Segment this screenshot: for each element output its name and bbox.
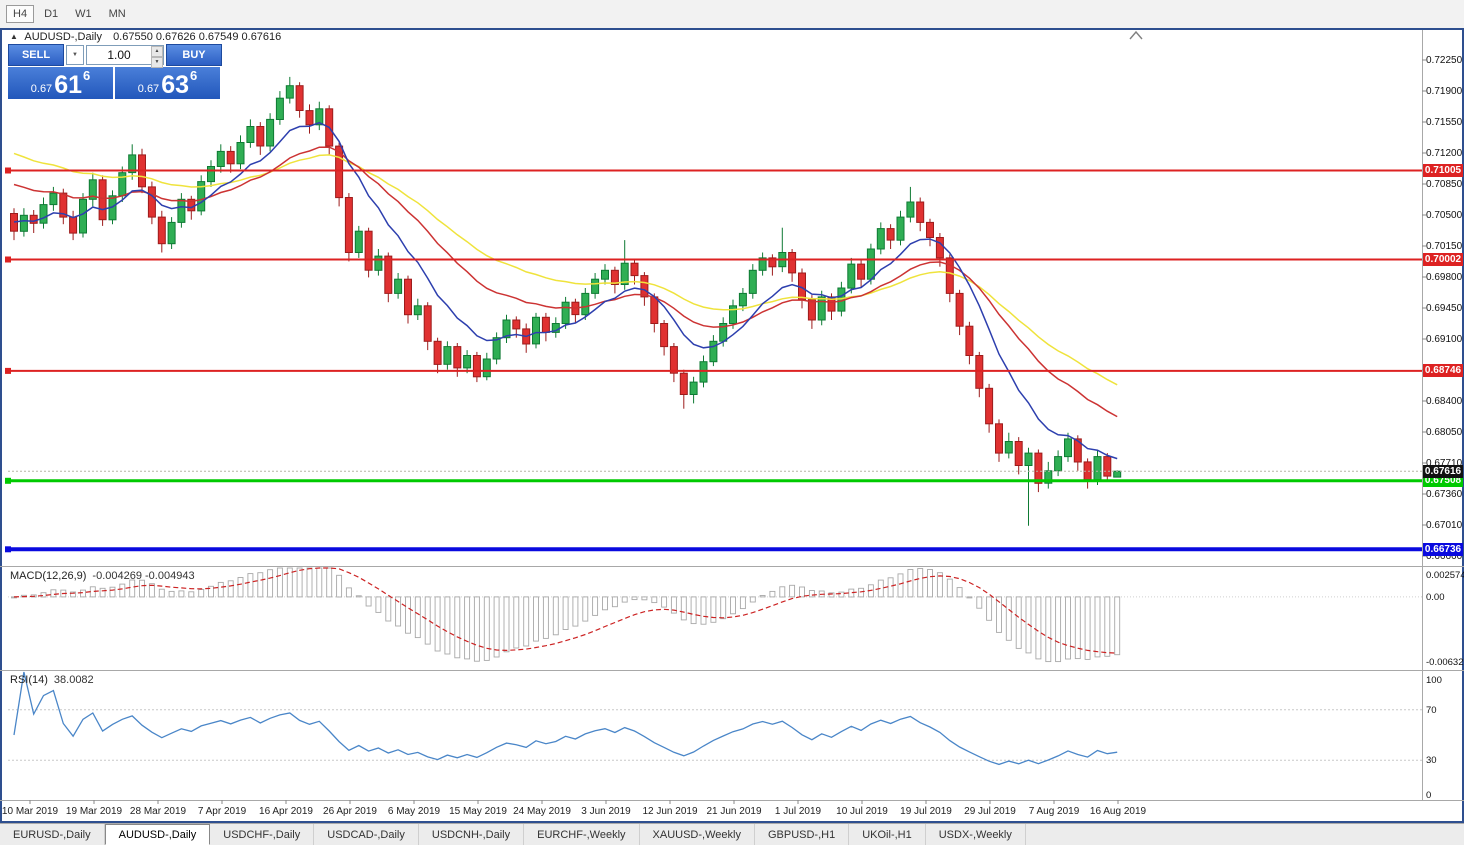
chevron-down-icon: ▼ [72, 52, 78, 58]
volume-decrease-button[interactable]: ▼ [151, 57, 163, 68]
price-axis-label: 0.68400 [1426, 396, 1463, 407]
chart-tab-xauusd[interactable]: XAUUSD-,Weekly [639, 824, 755, 845]
chart-tab-ukoil[interactable]: UKOil-,H1 [849, 824, 926, 845]
one-click-panel-toggle-icon[interactable]: ▲ [10, 32, 18, 41]
date-axis-label: 28 Mar 2019 [129, 806, 187, 817]
chart-tab-usdcnh[interactable]: USDCNH-,Daily [418, 824, 525, 845]
date-axis-label: 7 Apr 2019 [197, 806, 247, 817]
rsi-value: 38.0082 [53, 674, 94, 686]
price-axis-label: 0.67010 [1426, 520, 1463, 531]
volume-field-wrap: ▲ ▼ [86, 45, 164, 68]
date-axis-label: 3 Jun 2019 [581, 806, 631, 817]
indicator-axis-label: -0.0063260 [1426, 657, 1464, 668]
buy-price-big-digits: 63 [161, 71, 189, 99]
chart-tab-usdchf[interactable]: USDCHF-,Daily [210, 824, 315, 845]
price-axis-label: 0.71200 [1426, 148, 1463, 159]
date-axis-label: 19 Jul 2019 [900, 806, 952, 817]
macd-name: MACD(12,26,9) [10, 570, 87, 582]
sell-price-pip-digit: 6 [83, 68, 91, 83]
timeframe-w1-button[interactable]: W1 [68, 5, 99, 23]
date-axis-label: 24 May 2019 [513, 806, 571, 817]
chart-window[interactable] [0, 28, 1464, 823]
price-badge: 0.71005 [1423, 163, 1463, 177]
date-axis-label: 1 Jul 2019 [774, 806, 822, 817]
date-axis-label: 16 Aug 2019 [1089, 806, 1147, 817]
price-axis-label: 0.67360 [1426, 489, 1463, 500]
date-axis-label: 16 Apr 2019 [259, 806, 313, 817]
chart-tab-bar: EURUSD-,Daily AUDUSD-,Daily USDCHF-,Daily U… [0, 823, 1464, 845]
chart-tab-usdcad[interactable]: USDCAD-,Daily [314, 824, 419, 845]
date-axis-label: 12 Jun 2019 [642, 806, 698, 817]
trade-panel-prices: 0.67 61 6 0.67 63 6 [8, 67, 222, 99]
rsi-name: RSI(14) [10, 674, 48, 686]
buy-button[interactable]: BUY [166, 44, 222, 66]
indicator-axis-label: 100 [1426, 675, 1442, 686]
chart-tab-usdx[interactable]: USDX-,Weekly [925, 824, 1026, 845]
price-axis-label: 0.72250 [1426, 55, 1463, 66]
indicator-axis-label: 30 [1426, 755, 1437, 767]
price-badge: 0.67616 [1423, 464, 1463, 478]
chart-symbol-label: AUDUSD-,Daily [24, 31, 102, 43]
price-axis-label: 0.70500 [1426, 210, 1463, 221]
indicator-axis-label: 70 [1426, 704, 1437, 716]
timeframe-d1-button[interactable]: D1 [37, 5, 65, 23]
macd-values: -0.004269 -0.004943 [92, 570, 195, 582]
buy-price-prefix: 0.67 [137, 83, 160, 95]
volume-spinner: ▲ ▼ [151, 46, 163, 68]
chart-ohlc-label: 0.67550 0.67626 0.67549 0.67616 [113, 31, 282, 43]
indicator-axis-label: 0 [1426, 790, 1432, 801]
date-axis-label: 26 Apr 2019 [323, 806, 377, 817]
chart-title: ▲ AUDUSD-,Daily 0.67550 0.67626 0.67549 … [10, 31, 281, 43]
chart-tab-audusd[interactable]: AUDUSD-,Daily [104, 824, 211, 845]
price-axis-label: 0.70850 [1426, 179, 1463, 190]
price-axis-label: 0.71550 [1426, 117, 1463, 128]
trade-panel-controls: SELL ▼ ▲ ▼ BUY [8, 44, 222, 68]
date-axis-label: 19 Mar 2019 [65, 806, 123, 817]
date-axis-label: 10 Jul 2019 [836, 806, 888, 817]
sell-price-big-digits: 61 [54, 71, 82, 99]
volume-dropdown[interactable]: ▼ [66, 45, 84, 65]
date-axis-label: 7 Aug 2019 [1028, 806, 1080, 817]
date-axis-label: 15 May 2019 [449, 806, 507, 817]
chart-tab-gbpusd[interactable]: GBPUSD-,H1 [754, 824, 850, 845]
timeframe-h4-button[interactable]: H4 [6, 5, 35, 23]
one-click-trade-panel: SELL ▼ ▲ ▼ BUY 0.67 61 6 0.67 63 [8, 44, 222, 99]
date-axis-label: 6 May 2019 [387, 806, 441, 817]
volume-input[interactable] [86, 45, 164, 65]
sell-price-prefix: 0.67 [30, 83, 53, 95]
buy-price-button[interactable]: 0.67 63 6 [115, 67, 220, 99]
volume-increase-button[interactable]: ▲ [151, 46, 163, 57]
rsi-label: RSI(14) 38.0082 [10, 674, 94, 686]
price-axis-label: 0.69450 [1426, 303, 1463, 314]
sell-button[interactable]: SELL [8, 44, 64, 66]
price-badge: 0.70002 [1423, 252, 1463, 266]
timeframe-mn-button[interactable]: MN [102, 5, 133, 23]
price-axis-label: 0.66660 [1426, 551, 1463, 562]
price-axis-label: 0.70150 [1426, 241, 1463, 252]
date-axis-label: 10 Mar 2019 [1, 806, 59, 817]
period-toolbar: H4 D1 W1 MN [0, 0, 1464, 28]
price-badge: 0.66736 [1423, 542, 1463, 556]
indicator-axis-label: 0.00 [1426, 591, 1445, 603]
price-badge: 0.68746 [1423, 364, 1463, 378]
chart-tab-eurusd[interactable]: EURUSD-,Daily [0, 824, 105, 845]
date-axis-label: 29 Jul 2019 [964, 806, 1016, 817]
chart-tab-eurchf[interactable]: EURCHF-,Weekly [524, 824, 640, 845]
sell-price-button[interactable]: 0.67 61 6 [8, 67, 113, 99]
price-axis-label: 0.68050 [1426, 427, 1463, 438]
price-axis-label: 0.71900 [1426, 86, 1463, 97]
buy-price-pip-digit: 6 [190, 68, 198, 83]
date-axis-label: 21 Jun 2019 [706, 806, 762, 817]
macd-label: MACD(12,26,9) -0.004269 -0.004943 [10, 570, 195, 582]
price-axis-label: 0.67710 [1426, 458, 1463, 469]
price-axis-label: 0.69800 [1426, 272, 1463, 283]
price-axis-label: 0.69100 [1426, 334, 1463, 345]
